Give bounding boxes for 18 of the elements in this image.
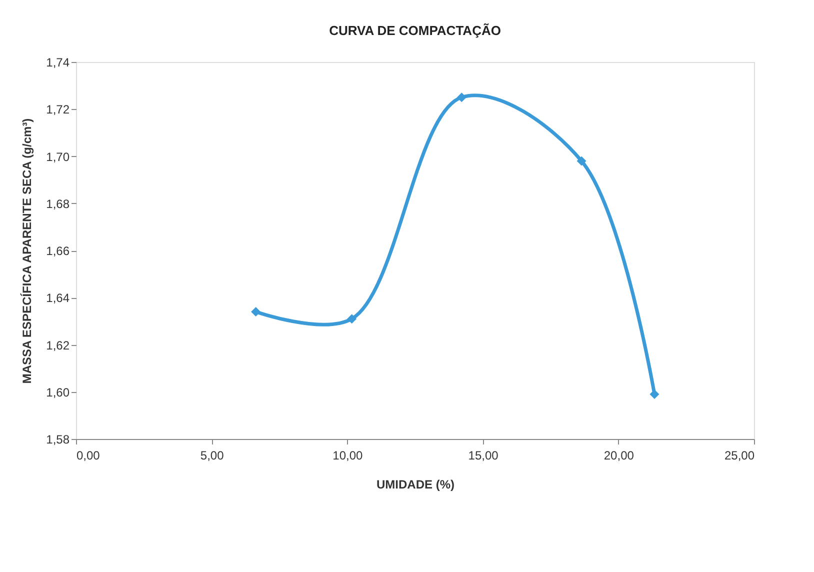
x-tick-label: 15,00 (468, 448, 499, 462)
y-tick-label: 1,74 (46, 56, 70, 70)
y-tick-label: 1,62 (46, 338, 70, 352)
y-tick-label: 1,66 (46, 244, 70, 258)
x-tick-label: 25,00 (724, 448, 755, 462)
y-tick-label: 1,70 (46, 150, 70, 164)
x-tick-label: 5,00 (200, 448, 224, 462)
y-axis-title: MASSA ESPECÍFICA APARENTE SECA (g/cm³) (20, 118, 34, 384)
y-tick-label: 1,58 (46, 432, 70, 446)
y-tick-label: 1,64 (46, 291, 70, 306)
chart-title: CURVA DE COMPACTAÇÃO (329, 23, 501, 38)
y-tick-label: 1,72 (46, 102, 70, 117)
x-tick-label: 20,00 (604, 448, 634, 462)
x-tick-label: 10,00 (332, 448, 364, 462)
x-tick-label: 0,00 (76, 448, 100, 462)
y-tick-label: 1,60 (46, 385, 70, 400)
x-axis-title: UMIDADE (%) (376, 478, 454, 492)
y-tick-label: 1,68 (46, 196, 70, 211)
